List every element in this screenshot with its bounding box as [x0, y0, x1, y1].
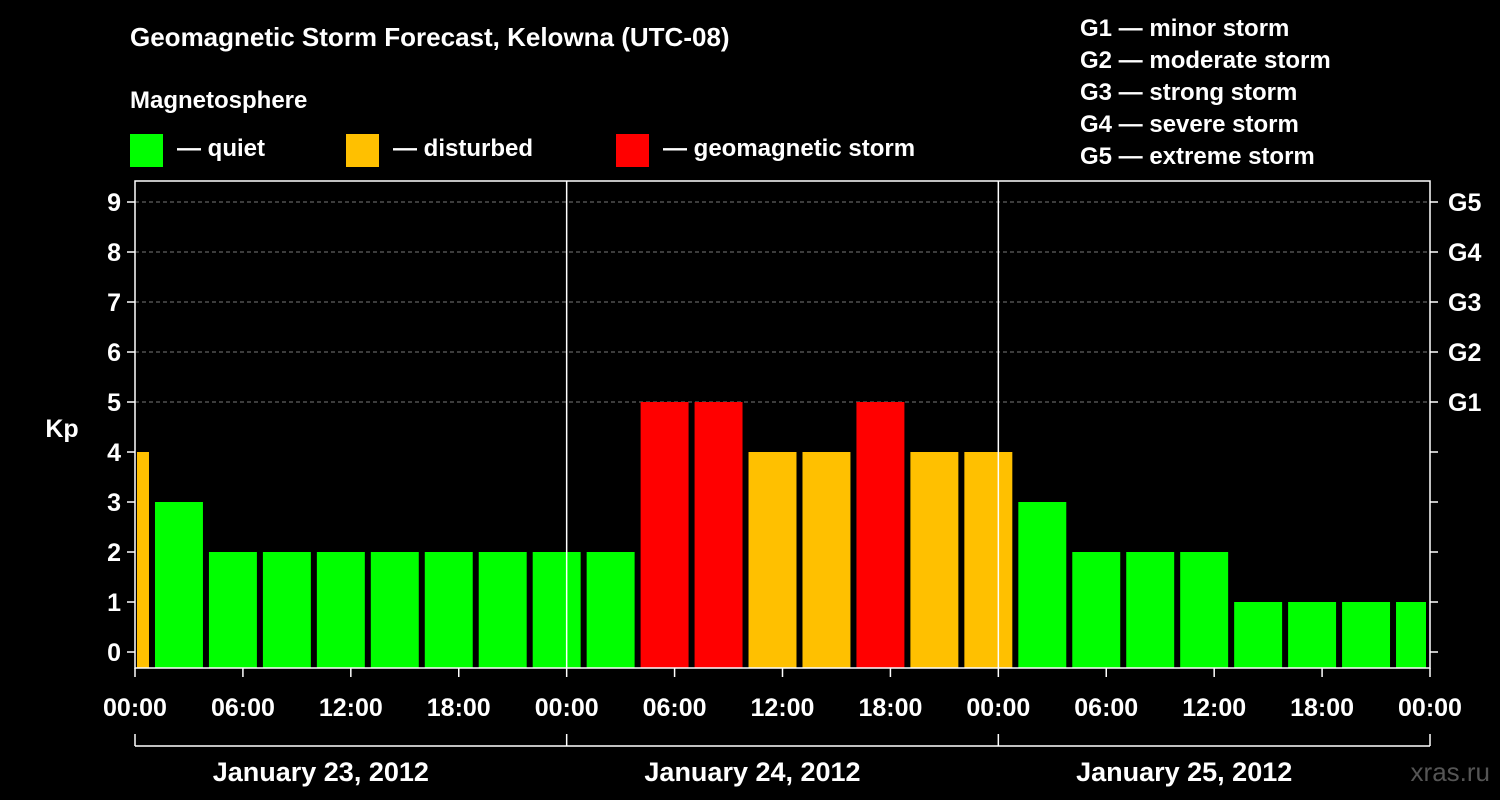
y-tick-label: 2	[107, 539, 121, 567]
x-tick-label: 00:00	[535, 694, 599, 722]
kp-bar	[316, 552, 365, 668]
kp-bar	[262, 552, 311, 668]
kp-bar	[964, 452, 1013, 668]
legend-swatch-quiet	[130, 134, 163, 167]
kp-bar	[370, 552, 419, 668]
chart-title: Geomagnetic Storm Forecast, Kelowna (UTC…	[130, 22, 730, 52]
date-label: January 25, 2012	[1076, 757, 1292, 787]
kp-bar	[424, 552, 473, 668]
x-tick-label: 12:00	[319, 694, 383, 722]
x-tick-label: 06:00	[643, 694, 707, 722]
x-tick-label: 00:00	[966, 694, 1030, 722]
kp-bar	[137, 452, 149, 668]
y-tick-label: 4	[107, 439, 121, 467]
storm-scale-g5: G5 — extreme storm	[1080, 143, 1315, 170]
y-tick-label: 7	[107, 289, 121, 317]
kp-bar	[1396, 602, 1426, 668]
g-scale-label: G4	[1448, 239, 1481, 267]
x-tick-label: 18:00	[858, 694, 922, 722]
legend-swatch-storm	[616, 134, 649, 167]
kp-bar	[1288, 602, 1337, 668]
y-tick-label: 8	[107, 239, 121, 267]
storm-scale-g1: G1 — minor storm	[1080, 15, 1290, 42]
date-label: January 24, 2012	[644, 757, 860, 787]
y-tick-label: 1	[107, 589, 121, 617]
kp-bar	[856, 402, 905, 668]
kp-bar	[586, 552, 635, 668]
g-scale-label: G2	[1448, 339, 1481, 367]
kp-bar	[1180, 552, 1229, 668]
y-tick-label: 5	[107, 389, 121, 417]
legend-label-disturbed: — disturbed	[393, 135, 534, 162]
legend-swatch-disturbed	[346, 134, 379, 167]
y-tick-label: 6	[107, 339, 121, 367]
kp-bar	[910, 452, 959, 668]
x-tick-label: 06:00	[211, 694, 275, 722]
g-scale-label: G5	[1448, 189, 1481, 217]
kp-bar	[1072, 552, 1121, 668]
watermark: xras.ru	[1410, 757, 1490, 787]
x-tick-label: 00:00	[103, 694, 167, 722]
y-tick-label: 3	[107, 489, 121, 517]
y-axis-label: Kp	[45, 415, 78, 443]
kp-bar	[532, 552, 581, 668]
x-tick-label: 12:00	[1182, 694, 1246, 722]
kp-bar	[748, 452, 797, 668]
g-scale-label: G1	[1448, 389, 1481, 417]
kp-bar	[1018, 502, 1067, 668]
date-label: January 23, 2012	[213, 757, 429, 787]
legend-label-quiet: — quiet	[177, 135, 265, 162]
g-scale-label: G3	[1448, 289, 1481, 317]
kp-bar	[1234, 602, 1283, 668]
kp-bar	[640, 402, 689, 668]
kp-bar	[694, 402, 743, 668]
storm-scale-g2: G2 — moderate storm	[1080, 47, 1331, 74]
kp-bar	[1342, 602, 1391, 668]
kp-bar	[1126, 552, 1175, 668]
magnetosphere-heading: Magnetosphere	[130, 87, 308, 114]
kp-bar	[802, 452, 851, 668]
storm-scale-g3: G3 — strong storm	[1080, 79, 1298, 106]
storm-scale-g4: G4 — severe storm	[1080, 111, 1299, 138]
x-tick-label: 12:00	[751, 694, 815, 722]
x-tick-label: 18:00	[1290, 694, 1354, 722]
kp-bar	[208, 552, 257, 668]
x-tick-label: 06:00	[1074, 694, 1138, 722]
x-tick-label: 00:00	[1398, 694, 1462, 722]
y-tick-label: 9	[107, 189, 121, 217]
kp-bar	[154, 502, 203, 668]
kp-bar	[478, 552, 527, 668]
y-tick-label: 0	[107, 639, 121, 667]
legend-label-storm: — geomagnetic storm	[663, 135, 916, 162]
x-tick-label: 18:00	[427, 694, 491, 722]
